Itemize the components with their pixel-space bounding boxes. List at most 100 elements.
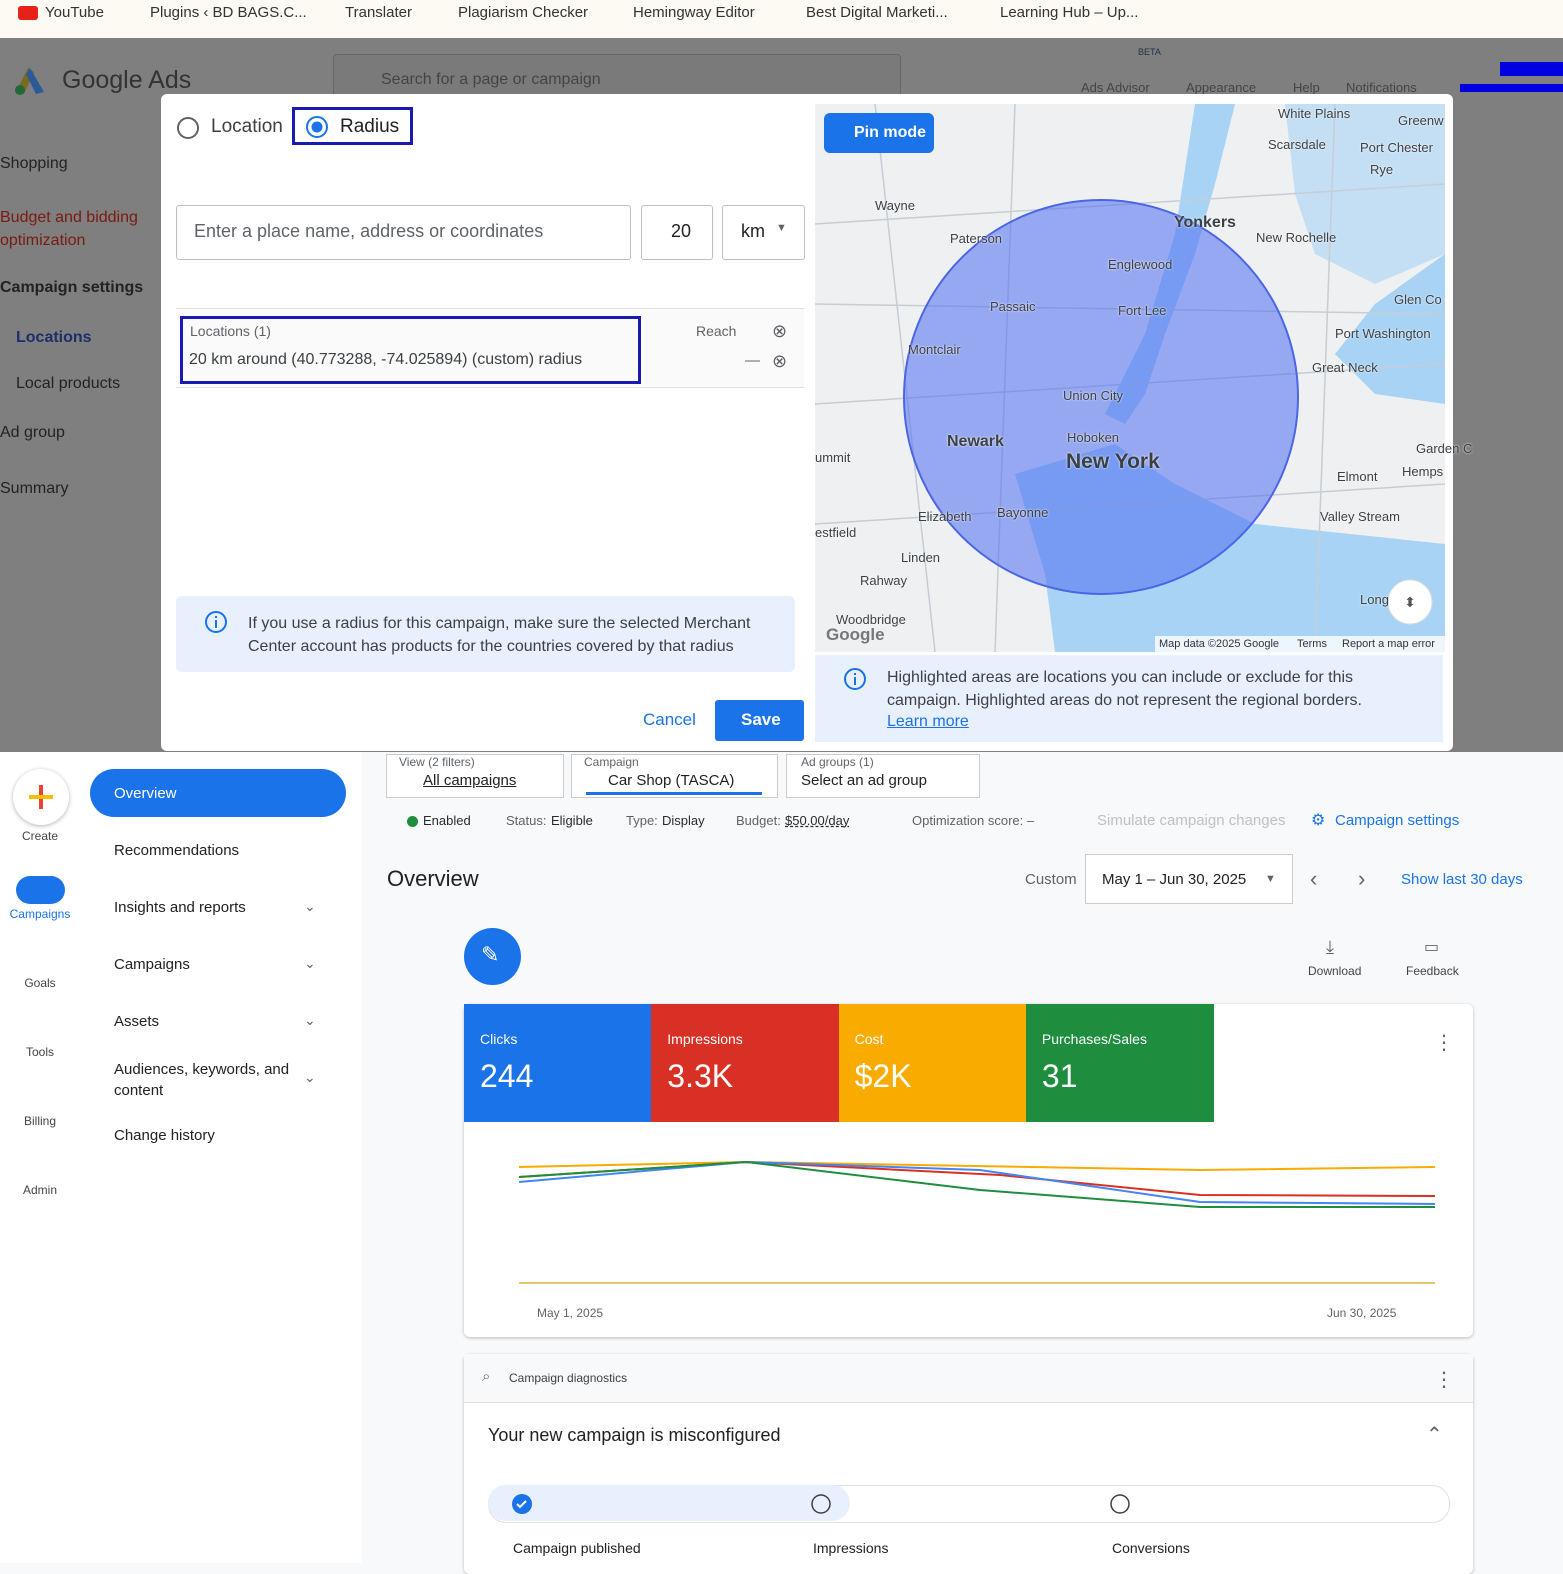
date-range: May 1 – Jun 30, 2025 xyxy=(1102,871,1247,888)
feedback-button[interactable]: Feedback xyxy=(1406,964,1459,978)
radio-label: Radius xyxy=(340,116,400,137)
map-label: Garden C xyxy=(1416,441,1473,456)
nav-item[interactable]: Overview xyxy=(114,785,177,802)
reach-value: — xyxy=(745,352,760,369)
metric-card[interactable] xyxy=(464,1004,652,1122)
date-picker[interactable] xyxy=(1085,854,1293,904)
metric-card[interactable] xyxy=(651,1004,840,1122)
map-label: Newark xyxy=(947,433,1004,450)
more-menu[interactable]: ⋮ xyxy=(1434,1032,1454,1054)
bookmark[interactable]: Plugins ‹ BD BAGS.C... xyxy=(150,4,307,21)
nav-item[interactable]: Change history xyxy=(114,1127,215,1144)
x-axis-label: May 1, 2025 xyxy=(537,1306,604,1320)
type-label: Type: xyxy=(626,813,658,828)
place-input[interactable] xyxy=(176,205,631,260)
expand[interactable]: ⌄ xyxy=(304,1012,316,1028)
budget-value[interactable]: $50.00/day xyxy=(785,813,850,828)
nav-item[interactable]: Recommendations xyxy=(114,842,240,859)
metric-card[interactable] xyxy=(838,1004,1027,1122)
remove-all[interactable]: ⊗ xyxy=(772,321,788,341)
simulate-link: Simulate campaign changes xyxy=(1097,812,1286,829)
beta-badge: BETA xyxy=(1138,47,1161,57)
status-label: Status: xyxy=(506,813,547,828)
map-terms[interactable]: Terms xyxy=(1297,638,1327,650)
filter[interactable] xyxy=(571,754,778,798)
map-label: Greenw xyxy=(1398,113,1444,128)
location-row: 20 km around (40.773288, -74.025894) (cu… xyxy=(189,351,583,368)
metric-name: Cost xyxy=(854,1031,884,1047)
map-label: Yonkers xyxy=(1174,214,1236,231)
bg-nav-item: Shopping xyxy=(0,155,68,172)
diagnostics-title: Campaign diagnostics xyxy=(509,1371,628,1385)
campaign-settings-link[interactable]: Campaign settings xyxy=(1335,812,1460,829)
learn-more-link[interactable]: Learn more xyxy=(887,713,969,730)
bookmark[interactable]: Plagiarism Checker xyxy=(458,4,589,21)
edit-fab[interactable] xyxy=(464,928,521,985)
radius-input[interactable] xyxy=(641,205,713,260)
metric-card[interactable] xyxy=(1025,1004,1214,1122)
radio-selected[interactable] xyxy=(304,114,330,140)
collapse[interactable]: ⌃ xyxy=(1426,1424,1443,1446)
search-placeholder: Search for a page or campaign xyxy=(381,71,601,88)
recenter-button[interactable] xyxy=(1387,579,1433,625)
highlight-box xyxy=(292,107,413,145)
expand[interactable]: ⌄ xyxy=(304,1069,316,1085)
expand[interactable]: ⌄ xyxy=(304,955,316,971)
rail-item[interactable]: Admin xyxy=(22,1183,57,1197)
bookmark[interactable]: Best Digital Marketi... xyxy=(806,4,948,21)
rail-item[interactable]: Billing xyxy=(23,1114,56,1128)
filter-value: Select an ad group xyxy=(801,772,927,789)
header-action[interactable]: Help xyxy=(1293,80,1320,95)
nav-item[interactable]: Campaigns xyxy=(114,956,190,973)
rail-item[interactable]: Campaigns xyxy=(9,907,71,921)
map-label: Hemps xyxy=(1402,464,1444,479)
ads-logo xyxy=(15,68,44,95)
nav-item[interactable]: Insights and reports xyxy=(114,899,246,916)
map-label: Passaic xyxy=(990,299,1036,314)
progress-fill xyxy=(488,1485,850,1521)
rail-item[interactable]: Goals xyxy=(24,976,56,990)
unit-select[interactable] xyxy=(722,205,805,260)
edit-icon: ✎ xyxy=(481,942,500,967)
expand[interactable]: ⌄ xyxy=(304,898,316,914)
map-logo: Google xyxy=(826,625,885,644)
bookmark[interactable]: Translater xyxy=(345,4,412,21)
locations-table xyxy=(176,308,804,388)
map-info-text: Highlighted areas are locations you can … xyxy=(887,669,1362,709)
info-text: If you use a radius for this campaign, m… xyxy=(248,615,751,655)
radio[interactable] xyxy=(175,115,201,141)
filter[interactable] xyxy=(386,754,564,798)
more-menu[interactable]: ⋮ xyxy=(1434,1369,1454,1391)
save-button[interactable] xyxy=(715,700,804,741)
map-label: New Rochelle xyxy=(1256,230,1337,245)
header-action[interactable]: Appearance xyxy=(1186,80,1257,95)
nav-item[interactable]: Audiences, keywords, and content xyxy=(114,1061,290,1099)
rail-item[interactable]: Tools xyxy=(25,1045,54,1059)
info-box xyxy=(176,596,795,672)
pin-mode-button[interactable] xyxy=(824,113,934,153)
redaction xyxy=(1500,62,1563,76)
map-report[interactable]: Report a map error xyxy=(1342,638,1435,650)
trend-chart xyxy=(518,1160,1436,1284)
header-action[interactable]: Notifications xyxy=(1346,80,1417,95)
last-30-link[interactable]: Show last 30 days xyxy=(1401,871,1523,888)
dropdown-arrow: ▼ xyxy=(1265,873,1276,885)
bookmark[interactable]: Learning Hub – Up... xyxy=(1000,4,1139,21)
bookmark[interactable]: YouTube xyxy=(45,4,104,21)
prev-button[interactable]: ‹ xyxy=(1310,866,1318,891)
rail-item[interactable]: Create xyxy=(21,829,59,843)
pin-mode-label: Pin mode xyxy=(854,124,927,141)
download-button[interactable]: Download xyxy=(1308,964,1362,978)
metric-value: $2K xyxy=(854,1058,912,1094)
header-action[interactable]: Ads Advisor xyxy=(1081,80,1150,95)
nav-item[interactable]: Assets xyxy=(114,1013,160,1030)
bookmark[interactable]: Hemingway Editor xyxy=(633,4,755,21)
filter[interactable] xyxy=(786,754,980,798)
map[interactable]: ⬍ xyxy=(815,104,1445,652)
redaction xyxy=(1460,84,1563,92)
plus xyxy=(29,795,53,799)
bg-nav-item: Locations xyxy=(16,329,92,346)
next-button[interactable]: › xyxy=(1358,866,1366,891)
cancel-button[interactable]: Cancel xyxy=(643,710,696,729)
remove-location[interactable]: ⊗ xyxy=(772,351,788,371)
